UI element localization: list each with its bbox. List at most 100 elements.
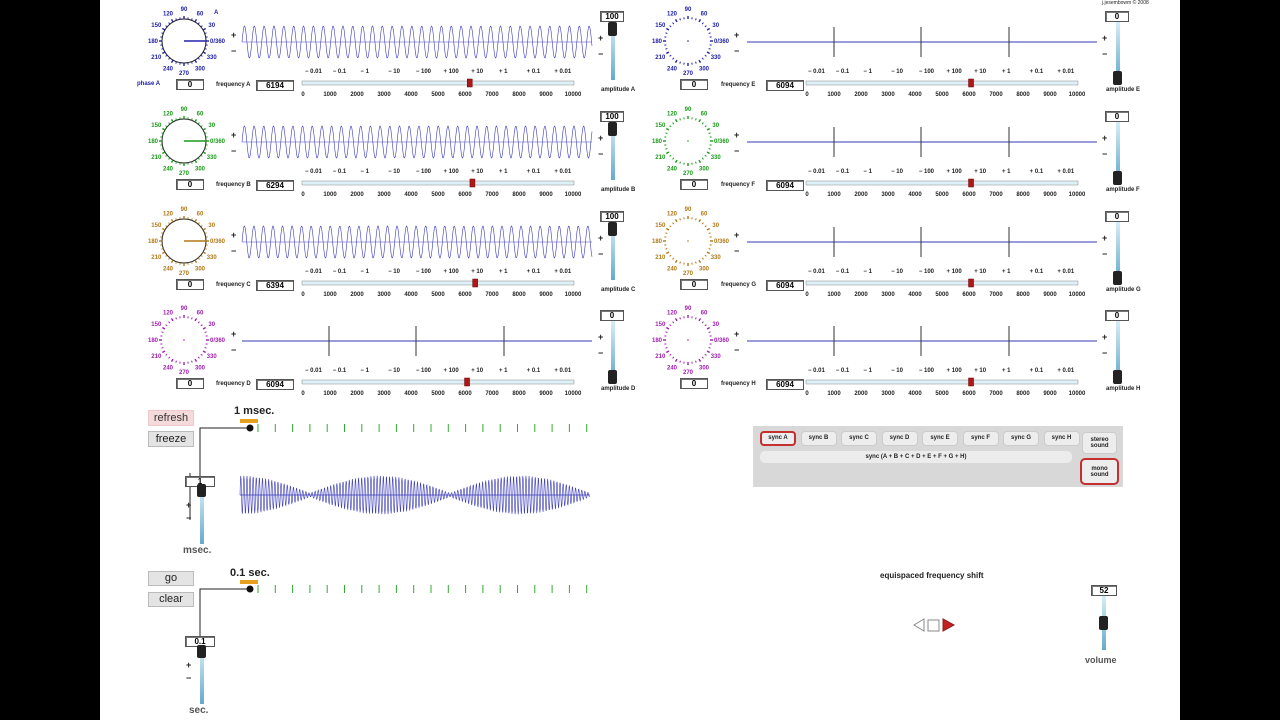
frequency-value[interactable]: 6094 bbox=[766, 379, 804, 390]
amplitude-plus[interactable]: + bbox=[598, 233, 604, 243]
amplitude-slider-thumb[interactable] bbox=[1113, 171, 1122, 185]
step-button[interactable]: − 0.1 bbox=[332, 269, 347, 275]
frequency-slider[interactable]: 0 1000 2000 3000 4000 5000 6000 7000 8000 9000 100… bbox=[805, 278, 1086, 299]
step-button[interactable]: − 0.01 bbox=[808, 169, 825, 175]
frequency-value[interactable]: 6094 bbox=[766, 280, 804, 291]
step-button[interactable]: − 0.1 bbox=[332, 368, 347, 374]
step-button[interactable]: − 100 bbox=[415, 169, 432, 175]
step-button[interactable]: − 1 bbox=[360, 69, 369, 75]
timeline-cursor[interactable] bbox=[246, 424, 254, 432]
amplitude-slider-track[interactable] bbox=[611, 321, 615, 379]
step-button[interactable]: − 0.01 bbox=[305, 269, 322, 275]
step-button[interactable]: + 0.01 bbox=[554, 269, 572, 275]
wave-minus[interactable]: − bbox=[231, 345, 237, 355]
step-button[interactable]: + 100 bbox=[443, 69, 459, 75]
sync-e-button[interactable]: sync E bbox=[922, 431, 958, 446]
frequency-value[interactable]: 6294 bbox=[256, 180, 294, 191]
step-button[interactable]: − 10 bbox=[891, 169, 903, 175]
frequency-thumb[interactable] bbox=[469, 178, 476, 188]
step-button[interactable]: + 1 bbox=[498, 368, 508, 374]
amplitude-value[interactable]: 100 bbox=[600, 211, 624, 222]
amplitude-plus[interactable]: + bbox=[1102, 233, 1108, 243]
step-button[interactable]: + 0.1 bbox=[526, 169, 541, 175]
wave-minus[interactable]: − bbox=[734, 246, 740, 256]
sync-b-button[interactable]: sync B bbox=[800, 431, 837, 446]
step-button[interactable]: + 100 bbox=[946, 368, 962, 374]
wave-plus[interactable]: + bbox=[231, 230, 237, 240]
amplitude-plus[interactable]: + bbox=[598, 133, 604, 143]
step-button[interactable]: + 1 bbox=[1001, 169, 1011, 175]
step-button[interactable]: − 0.01 bbox=[808, 269, 825, 275]
frequency-thumb[interactable] bbox=[466, 78, 473, 88]
step-button[interactable]: + 0.1 bbox=[526, 368, 541, 374]
step-button[interactable]: − 0.1 bbox=[835, 169, 850, 175]
wave-plus[interactable]: + bbox=[734, 30, 740, 40]
step-button[interactable]: + 0.1 bbox=[1029, 169, 1044, 175]
amplitude-value[interactable]: 0 bbox=[600, 310, 624, 321]
frequency-track[interactable] bbox=[805, 180, 1079, 186]
amplitude-value[interactable]: 100 bbox=[600, 111, 624, 122]
shift-left-icon[interactable] bbox=[913, 618, 925, 632]
frequency-slider[interactable]: 0 1000 2000 3000 4000 5000 6000 7000 8000 9000 100… bbox=[301, 377, 582, 398]
frequency-slider[interactable]: 0 1000 2000 3000 4000 5000 6000 7000 8000 9000 100… bbox=[805, 377, 1086, 398]
sec-minus[interactable]: − bbox=[186, 673, 192, 683]
step-button[interactable]: + 100 bbox=[946, 69, 962, 75]
clear-button[interactable]: clear bbox=[148, 592, 194, 607]
stereo-sound-button[interactable]: stereo sound bbox=[1082, 432, 1117, 454]
amplitude-slider-thumb[interactable] bbox=[1113, 271, 1122, 285]
mono-sound-button[interactable]: mono sound bbox=[1080, 458, 1119, 485]
shift-right-icon[interactable] bbox=[942, 618, 956, 632]
amplitude-slider-thumb[interactable] bbox=[608, 370, 617, 384]
amplitude-slider-thumb[interactable] bbox=[1113, 370, 1122, 384]
step-button[interactable]: + 1 bbox=[498, 69, 508, 75]
wave-plus[interactable]: + bbox=[231, 130, 237, 140]
amplitude-slider-thumb[interactable] bbox=[608, 222, 617, 236]
step-button[interactable]: − 100 bbox=[918, 69, 935, 75]
sync-h-button[interactable]: sync H bbox=[1043, 431, 1080, 446]
step-button[interactable]: + 10 bbox=[974, 269, 987, 275]
amplitude-minus[interactable]: − bbox=[598, 348, 604, 358]
step-button[interactable]: − 100 bbox=[918, 368, 935, 374]
amplitude-plus[interactable]: + bbox=[598, 332, 604, 342]
sync-g-button[interactable]: sync G bbox=[1003, 431, 1039, 446]
freeze-button[interactable]: freeze bbox=[148, 431, 194, 447]
timeline-cursor[interactable] bbox=[246, 585, 254, 593]
frequency-slider[interactable]: 0 1000 2000 3000 4000 5000 6000 7000 8000 9000 100… bbox=[805, 78, 1086, 99]
step-button[interactable]: + 1 bbox=[498, 269, 508, 275]
step-button[interactable]: + 0.01 bbox=[1057, 269, 1075, 275]
step-button[interactable]: + 0.1 bbox=[526, 269, 541, 275]
step-button[interactable]: + 100 bbox=[443, 269, 459, 275]
step-button[interactable]: + 100 bbox=[946, 269, 962, 275]
frequency-track[interactable] bbox=[805, 280, 1079, 286]
amplitude-slider-thumb[interactable] bbox=[608, 22, 617, 36]
step-button[interactable]: − 0.01 bbox=[305, 69, 322, 75]
wave-minus[interactable]: − bbox=[231, 246, 237, 256]
phase-value[interactable]: 0 bbox=[680, 79, 708, 90]
phase-value[interactable]: 0 bbox=[680, 279, 708, 290]
sync-f-button[interactable]: sync F bbox=[962, 431, 999, 446]
amplitude-value[interactable]: 0 bbox=[1105, 310, 1129, 321]
wave-plus[interactable]: + bbox=[734, 230, 740, 240]
amplitude-minus[interactable]: − bbox=[1102, 348, 1108, 358]
step-button[interactable]: − 100 bbox=[918, 269, 935, 275]
sec-slider-track[interactable] bbox=[200, 646, 204, 704]
step-button[interactable]: − 1 bbox=[863, 368, 872, 374]
step-button[interactable]: − 0.01 bbox=[305, 169, 322, 175]
step-button[interactable]: − 1 bbox=[863, 269, 872, 275]
frequency-thumb[interactable] bbox=[968, 178, 974, 188]
step-button[interactable]: − 1 bbox=[360, 368, 369, 374]
sync-a-button[interactable]: sync A bbox=[760, 431, 796, 446]
step-button[interactable]: − 10 bbox=[891, 269, 903, 275]
step-button[interactable]: − 0.01 bbox=[808, 368, 825, 374]
frequency-thumb[interactable] bbox=[968, 377, 974, 387]
amplitude-plus[interactable]: + bbox=[1102, 33, 1108, 43]
frequency-thumb[interactable] bbox=[472, 278, 478, 288]
step-button[interactable]: + 1 bbox=[1001, 269, 1011, 275]
step-button[interactable]: − 10 bbox=[388, 269, 400, 275]
amplitude-minus[interactable]: − bbox=[598, 49, 604, 59]
step-button[interactable]: + 10 bbox=[471, 169, 484, 175]
step-button[interactable]: + 0.01 bbox=[554, 169, 572, 175]
frequency-track[interactable] bbox=[301, 180, 575, 186]
